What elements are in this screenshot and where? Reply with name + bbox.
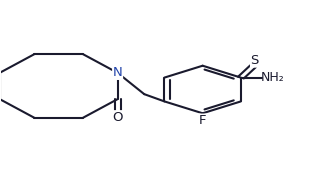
Text: F: F (199, 114, 206, 127)
Text: O: O (112, 111, 123, 124)
Text: S: S (250, 54, 259, 67)
Text: NH₂: NH₂ (261, 71, 284, 84)
Text: N: N (113, 66, 122, 79)
